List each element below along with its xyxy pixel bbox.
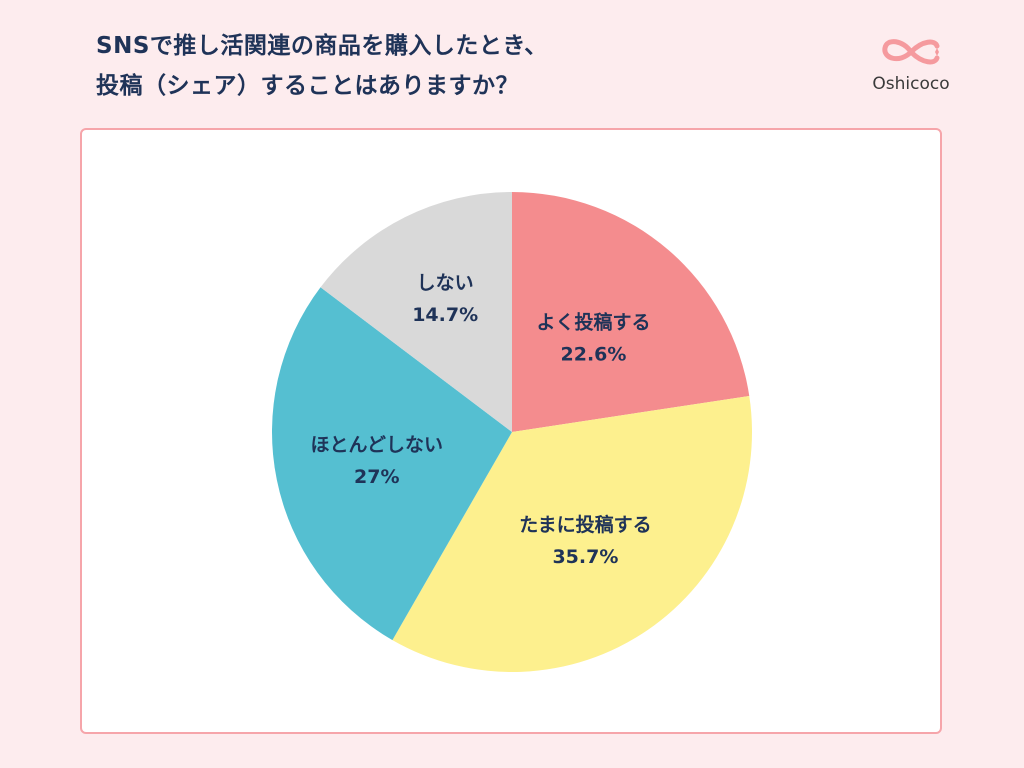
- title-line-2: 投稿（シェア）することはありますか？: [96, 73, 519, 99]
- slice-category-label-3: しない: [417, 272, 474, 294]
- slice-category-label-0: よく投稿する: [536, 311, 650, 334]
- logo-text: Oshicoco: [872, 74, 950, 94]
- title-line-1: SNSで推し活関連の商品を購入したとき、: [96, 33, 548, 59]
- slice-value-label-3: 14.7%: [412, 304, 478, 326]
- oshicoco-logo: Oshicoco: [866, 34, 956, 94]
- chart-title: SNSで推し活関連の商品を購入したとき、 投稿（シェア）することはありますか？: [96, 26, 548, 106]
- pie-slice-1: [392, 395, 752, 672]
- pie-slice-0: [512, 192, 750, 432]
- slice-value-label-0: 22.6%: [561, 344, 627, 366]
- pie-slice-2: [272, 287, 512, 641]
- pie-slice-3: [320, 192, 512, 432]
- infinity-heart-icon: [882, 39, 940, 65]
- slice-value-label-2: 27%: [354, 466, 399, 488]
- slice-category-label-2: ほとんどしない: [311, 434, 443, 456]
- slice-value-label-1: 35.7%: [552, 546, 618, 568]
- slice-category-label-1: たまに投稿する: [519, 513, 651, 536]
